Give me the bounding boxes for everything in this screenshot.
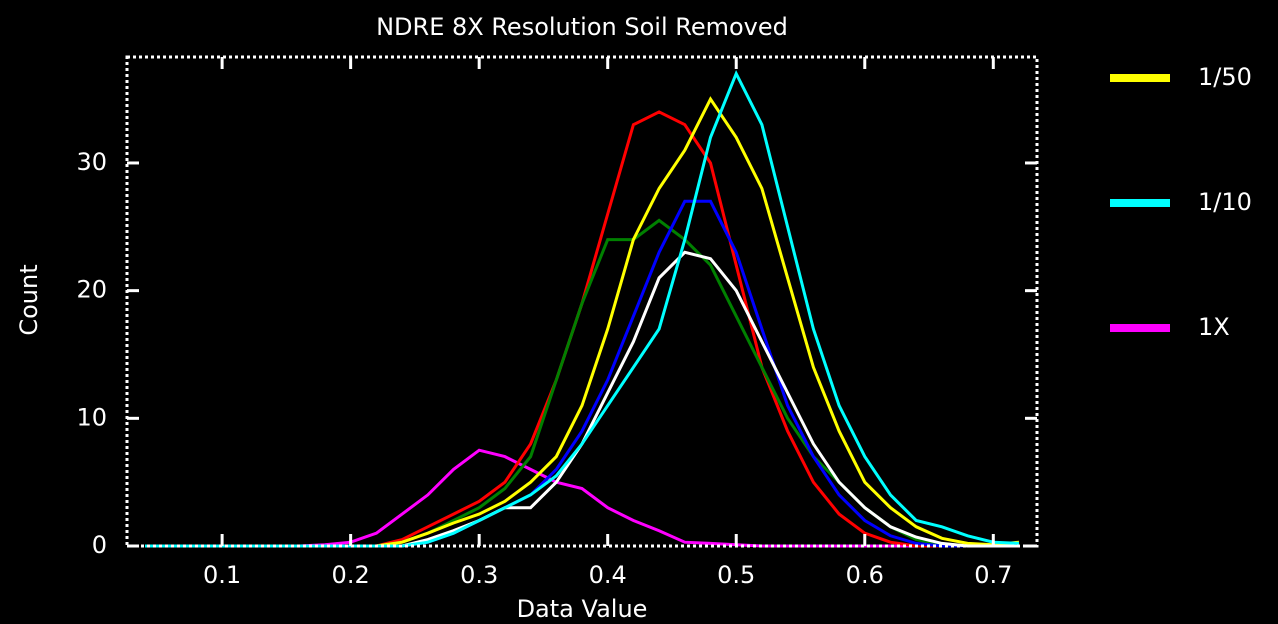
x-tick-label: 0.7 xyxy=(974,561,1012,589)
series-line xyxy=(145,110,1019,548)
x-tick-label: 0.6 xyxy=(846,561,884,589)
series-line xyxy=(145,218,1019,548)
y-tick-label: 30 xyxy=(76,148,107,176)
y-tick-label: 10 xyxy=(76,403,107,431)
legend-label: 1/50 xyxy=(1198,63,1252,91)
series-line xyxy=(145,96,1020,548)
legend-label: 1/10 xyxy=(1198,188,1252,216)
series-line xyxy=(145,250,1019,548)
plot-frame xyxy=(125,55,1039,548)
chart-title: NDRE 8X Resolution Soil Removed xyxy=(376,13,788,41)
plot-area xyxy=(145,69,1020,548)
y-tick-label: 20 xyxy=(76,276,107,304)
x-tick-label: 0.4 xyxy=(589,561,627,589)
series-line xyxy=(145,69,1020,548)
series-line xyxy=(145,199,1019,548)
x-tick-label: 0.3 xyxy=(460,561,498,589)
x-tick-label: 0.5 xyxy=(717,561,755,589)
x-axis-label: Data Value xyxy=(517,595,648,623)
x-tick-label: 0.1 xyxy=(203,561,241,589)
x-tick-label: 0.2 xyxy=(332,561,370,589)
series-line xyxy=(145,448,1019,548)
y-tick-label: 0 xyxy=(92,531,107,559)
legend-label: 1X xyxy=(1198,313,1230,341)
y-axis-label: Count xyxy=(15,264,43,335)
